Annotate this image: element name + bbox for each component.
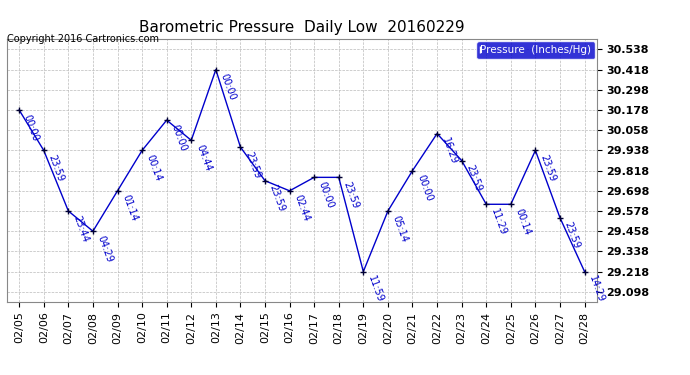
Text: 00:00: 00:00 [415,173,434,203]
Text: Copyright 2016 Cartronics.com: Copyright 2016 Cartronics.com [7,34,159,44]
Text: 23:59: 23:59 [464,163,484,193]
Text: 23:59: 23:59 [243,150,262,180]
Legend: Pressure  (Inches/Hg): Pressure (Inches/Hg) [477,42,595,59]
Text: 00:14: 00:14 [145,153,164,183]
Text: 23:59: 23:59 [268,183,287,213]
Text: 01:14: 01:14 [120,194,139,223]
Title: Barometric Pressure  Daily Low  20160229: Barometric Pressure Daily Low 20160229 [139,20,464,35]
Text: 23:44: 23:44 [71,214,90,243]
Text: 11:59: 11:59 [366,274,385,304]
Text: 23:59: 23:59 [538,153,557,183]
Text: 00:00: 00:00 [22,113,41,142]
Text: 05:14: 05:14 [391,214,410,243]
Text: 16:29: 16:29 [440,136,459,166]
Text: 02:44: 02:44 [293,194,311,223]
Text: 00:00: 00:00 [219,72,237,102]
Text: 23:59: 23:59 [342,180,360,210]
Text: 11:29: 11:29 [489,207,508,237]
Text: 00:00: 00:00 [317,180,336,210]
Text: 23:59: 23:59 [46,153,66,183]
Text: 04:29: 04:29 [96,234,115,264]
Text: 00:14: 00:14 [513,207,533,237]
Text: 00:00: 00:00 [170,123,188,152]
Text: 04:44: 04:44 [194,143,213,172]
Text: 14:29: 14:29 [587,274,607,304]
Text: 23:59: 23:59 [563,220,582,250]
